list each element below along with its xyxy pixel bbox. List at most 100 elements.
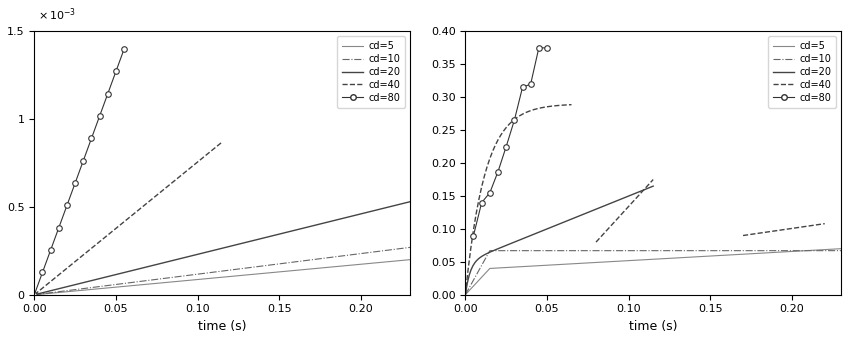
cd=40 [553, 103, 563, 107]
cd=10 [362, 251, 372, 255]
cd=20 [648, 184, 658, 188]
cd=40 [477, 185, 487, 189]
Line: cd=5: cd=5 [34, 260, 410, 295]
cd=40 [561, 103, 572, 107]
cd=40 [512, 115, 522, 119]
Line: cd=10: cd=10 [34, 248, 410, 295]
cd=40 [198, 156, 208, 160]
cd=80 [94, 114, 104, 118]
cd=40 [29, 293, 39, 297]
cd=40 [133, 208, 143, 212]
cd=40 [190, 162, 200, 166]
cd=10 [531, 249, 541, 253]
cd=5 [362, 261, 372, 266]
cd=40 [141, 202, 151, 206]
cd=40 [45, 280, 55, 284]
cd=40 [466, 246, 476, 251]
cd=10 [271, 262, 282, 266]
cd=40 [182, 168, 192, 172]
cd=40 [499, 129, 509, 133]
cd=10 [750, 249, 761, 253]
cd=40 [164, 184, 174, 188]
Line: cd=80: cd=80 [471, 45, 550, 238]
cd=10 [651, 249, 661, 253]
cd=40 [53, 274, 63, 278]
cd=40 [125, 215, 135, 219]
cd=40 [106, 231, 116, 235]
cd=20 [196, 252, 206, 256]
cd=80 [86, 136, 97, 140]
cd=20 [29, 293, 39, 297]
cd=5 [747, 252, 757, 256]
cd=40 [117, 221, 127, 225]
cd=40 [506, 120, 516, 124]
cd=10 [836, 249, 846, 253]
cd=10 [286, 260, 296, 265]
cd=20 [271, 233, 282, 237]
cd=40 [531, 107, 541, 111]
cd=40 [187, 165, 197, 169]
cd=80 [477, 201, 487, 205]
Line: cd=80: cd=80 [31, 46, 127, 298]
cd=80 [501, 144, 511, 149]
cd=40 [547, 104, 557, 108]
cd=20 [405, 200, 416, 204]
cd=40 [83, 249, 93, 253]
cd=10 [825, 249, 835, 253]
cd=80 [103, 91, 113, 96]
cd=80 [78, 159, 88, 163]
cd=20 [633, 190, 643, 194]
cd=40 [33, 290, 43, 294]
cd=5 [836, 246, 846, 251]
cd=40 [542, 105, 552, 109]
cd=40 [520, 111, 530, 115]
X-axis label: time (s): time (s) [629, 320, 678, 333]
cd=10 [405, 245, 416, 250]
cd=40 [159, 187, 170, 191]
cd=40 [129, 212, 139, 216]
cd=5 [705, 254, 715, 258]
cd=80 [70, 181, 81, 185]
cd=20 [286, 229, 296, 233]
cd=40 [68, 261, 78, 266]
cd=40 [94, 240, 104, 244]
cd=80 [533, 46, 544, 50]
cd=20 [253, 237, 263, 241]
cd=80 [46, 248, 56, 252]
cd=80 [510, 118, 520, 122]
cd=40 [471, 211, 482, 216]
cd=40 [564, 103, 574, 107]
cd=40 [558, 103, 568, 107]
cd=40 [539, 105, 550, 109]
cd=10 [258, 264, 268, 268]
cd=40 [148, 196, 159, 200]
cd=5 [271, 270, 282, 274]
cd=40 [209, 146, 220, 150]
cd=40 [550, 104, 561, 108]
cd=40 [504, 122, 514, 126]
cd=40 [555, 103, 566, 107]
cd=5 [196, 277, 206, 281]
Text: $\times\,10^{-3}$: $\times\,10^{-3}$ [38, 7, 76, 23]
cd=40 [493, 138, 503, 142]
cd=40 [488, 149, 498, 153]
cd=40 [56, 271, 66, 275]
cd=40 [91, 243, 101, 247]
cd=20 [258, 236, 268, 240]
cd=40 [64, 265, 74, 269]
cd=40 [171, 177, 181, 182]
cd=5 [822, 248, 832, 252]
cd=5 [527, 264, 538, 268]
cd=80 [29, 293, 39, 297]
cd=80 [493, 170, 503, 174]
cd=10 [253, 265, 263, 269]
cd=5 [648, 257, 658, 261]
cd=20 [460, 293, 471, 297]
cd=40 [179, 171, 189, 175]
Line: cd=5: cd=5 [466, 249, 841, 295]
cd=40 [479, 174, 489, 178]
cd=40 [528, 108, 538, 112]
cd=40 [474, 197, 484, 201]
cd=40 [60, 268, 70, 272]
cd=40 [515, 114, 525, 118]
